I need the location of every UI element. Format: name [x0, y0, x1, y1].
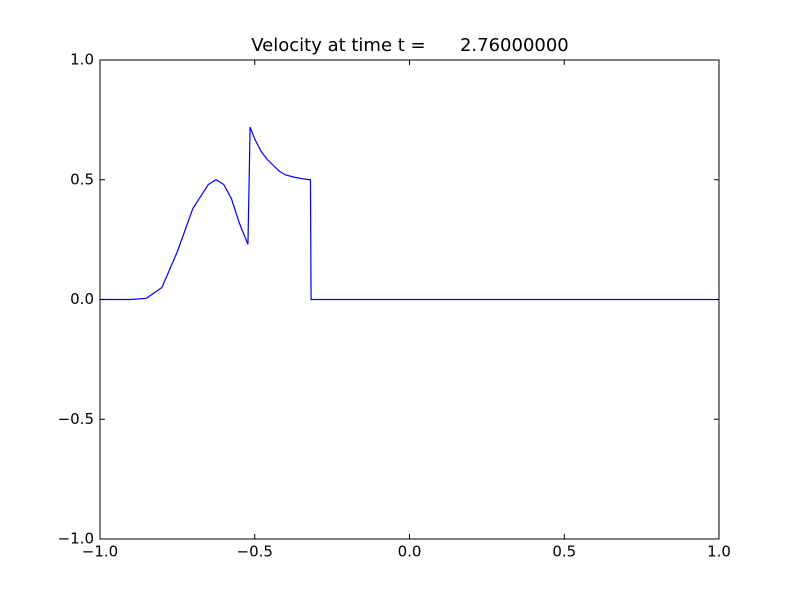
y-tick-label: −0.5: [58, 410, 94, 428]
y-tick-label: 0.5: [70, 170, 94, 188]
chart-title: Velocity at time t = 2.76000000: [251, 35, 569, 56]
x-tick-label: −1.0: [82, 543, 118, 561]
x-tick-label: 0.0: [398, 543, 422, 561]
y-tick-label: 0.0: [70, 290, 94, 308]
y-tick-label: 1.0: [70, 51, 94, 69]
x-tick-label: 1.0: [707, 543, 731, 561]
x-tick-label: 0.5: [552, 543, 576, 561]
x-tick-label: −0.5: [237, 543, 273, 561]
y-tick-label: −1.0: [58, 530, 94, 548]
data-line: [100, 126, 719, 301]
